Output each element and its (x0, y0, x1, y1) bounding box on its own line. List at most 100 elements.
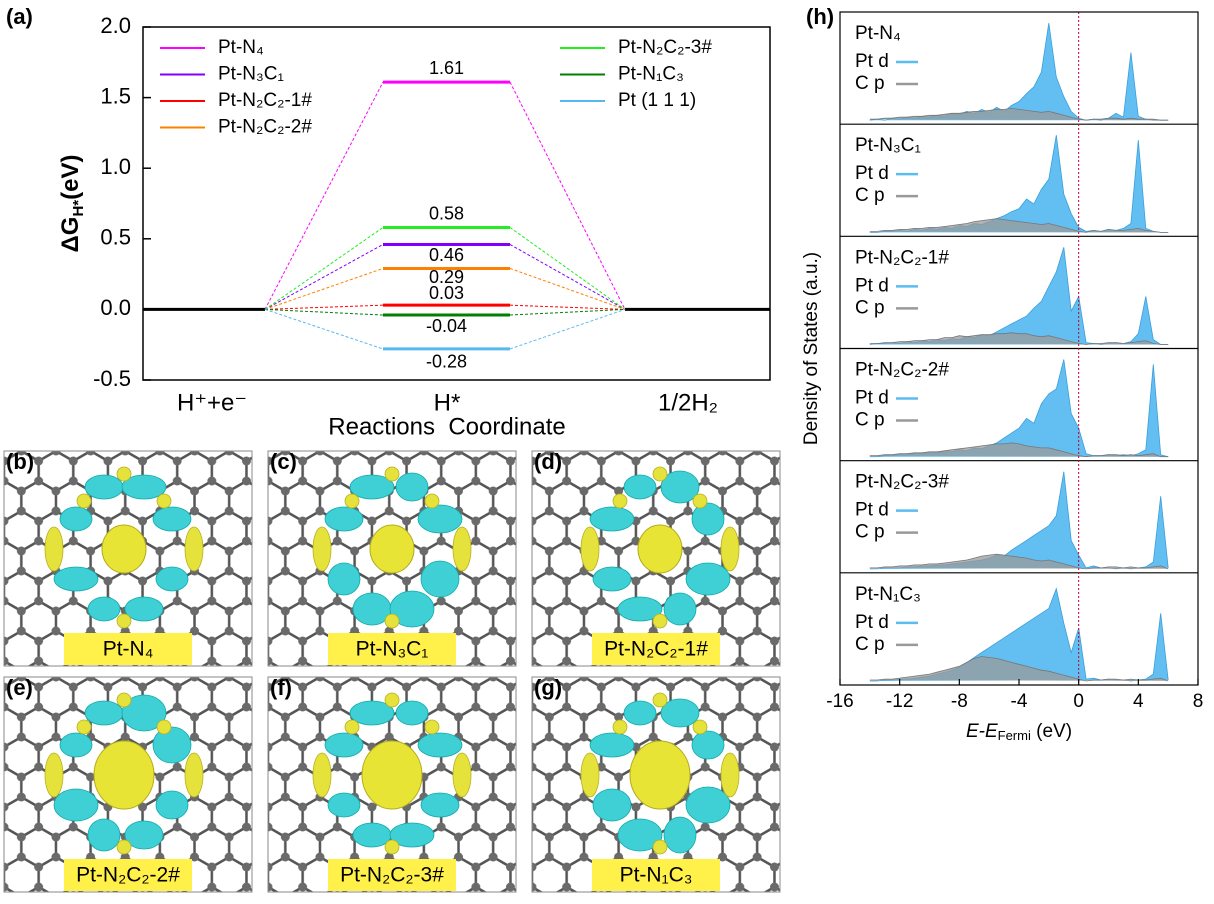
cyan-lobe (617, 818, 663, 852)
legend-label: Pt-N₂C₂-3# (618, 37, 712, 58)
legend-label: Pt d (855, 275, 889, 296)
cyan-lobe (623, 474, 657, 500)
yellow-lobe (156, 493, 172, 509)
y-label-sub: H* (70, 200, 87, 217)
panel-label: Pt-N₄ (103, 638, 154, 661)
yellow-lobe (384, 692, 400, 708)
legend-label: Pt d (855, 163, 889, 184)
yellow-lobe (652, 839, 668, 855)
panel-label: Pt-N₂C₂-1# (604, 638, 708, 661)
panel-tag: (f) (270, 675, 292, 700)
yellow-lobe (652, 692, 668, 708)
panel-tag: (h) (806, 4, 834, 29)
label-box (592, 633, 720, 665)
cyan-lobe (660, 698, 700, 728)
value-label: 0.29 (429, 267, 464, 287)
dos-area (869, 107, 1169, 121)
label-box (592, 859, 720, 891)
x-axis-label: Reactions Coordinate (328, 413, 565, 440)
yellow-lobe (652, 613, 668, 629)
x-tick-label: 0 (1073, 691, 1084, 712)
connector (509, 304, 626, 310)
x-tick-label: 8 (1193, 691, 1204, 712)
x-tick-label: H⁺+e⁻ (177, 389, 247, 416)
yellow-core (629, 740, 691, 810)
x-tick-label: -4 (1011, 691, 1028, 712)
yellow-lobe (612, 719, 628, 735)
x-axis-label: E-EFermi (eV) (966, 721, 1072, 743)
plot-frame (839, 11, 1199, 686)
connector (264, 227, 384, 310)
label-box (64, 633, 192, 665)
cyan-lobe (53, 788, 99, 822)
subplot-title: Pt-N₁C₃ (855, 584, 921, 605)
yellow-lobe (116, 692, 132, 708)
x-label-sub: Fermi (998, 728, 1031, 743)
cyan-lobe (349, 474, 395, 500)
legend-label: Pt (1 1 1) (618, 90, 696, 111)
y-tick-label: 0.0 (100, 295, 131, 320)
connector (264, 308, 384, 316)
legend-label: Pt d (855, 612, 889, 633)
cyan-lobe (324, 732, 364, 758)
yellow-core (93, 740, 155, 810)
yellow-lobe (384, 466, 400, 482)
y-label-part: ΔG (57, 217, 84, 253)
connector (509, 244, 626, 310)
x-tick-label: 1/2H₂ (658, 389, 718, 416)
yellow-core (637, 524, 683, 574)
connector (264, 304, 384, 310)
image-panel: (b) Pt-N₄ (3, 449, 253, 667)
cyan-lobe (395, 700, 429, 726)
panel-tag: (b) (6, 449, 34, 474)
cyan-lobe (389, 822, 435, 848)
legend-label: C p (855, 634, 885, 655)
connector (264, 308, 384, 350)
cyan-lobe (660, 470, 700, 504)
cyan-lobe (691, 502, 725, 536)
panel-frame (531, 450, 781, 667)
image-panel: (e) Pt-N₂C₂-2# (3, 675, 253, 893)
panel-label: Pt-N₂C₂-3# (340, 864, 444, 887)
cyan-lobe (617, 596, 663, 622)
yellow-lobe (424, 493, 440, 509)
y-label-part: (eV) (57, 155, 84, 200)
legend-label: Pt d (855, 388, 889, 409)
plot-frame (142, 26, 771, 381)
cyan-lobe (623, 700, 657, 726)
cyan-lobe (592, 788, 632, 822)
y-tick-label: 0.5 (100, 225, 131, 250)
x-label-part: E-E (966, 721, 998, 742)
cyan-lobe (327, 792, 361, 818)
panel-tag: (a) (6, 4, 33, 29)
yellow-lobe (312, 752, 332, 798)
x-tick-label: -8 (951, 691, 968, 712)
cyan-lobe (685, 786, 731, 824)
yellow-lobe (452, 752, 472, 798)
label-box (328, 633, 456, 665)
yellow-lobe (580, 752, 600, 798)
subplot-title: Pt-N₂C₂-2# (855, 360, 949, 381)
panel-frame (3, 676, 253, 893)
cyan-lobe (589, 506, 635, 532)
yellow-lobe (344, 719, 360, 735)
subplot-title: Pt-N₂C₂-3# (855, 472, 949, 493)
cyan-lobe (124, 820, 164, 850)
yellow-lobe (44, 752, 64, 798)
cyan-lobe (121, 694, 167, 732)
legend-label: Pt-N₁C₃ (618, 64, 684, 85)
yellow-lobe (692, 719, 708, 735)
cyan-lobe (124, 596, 164, 622)
yellow-core (361, 740, 423, 810)
panel-frame (3, 450, 253, 667)
panel-frame (267, 676, 517, 893)
cyan-lobe (417, 732, 463, 758)
yellow-lobe (344, 493, 360, 509)
cyan-lobe (155, 790, 189, 820)
legend-label: C p (855, 410, 885, 431)
legend-label: C p (855, 185, 885, 206)
yellow-core (101, 524, 147, 574)
legend-label: C p (855, 297, 885, 318)
x-tick-label: -12 (886, 691, 913, 712)
connector (509, 308, 626, 350)
